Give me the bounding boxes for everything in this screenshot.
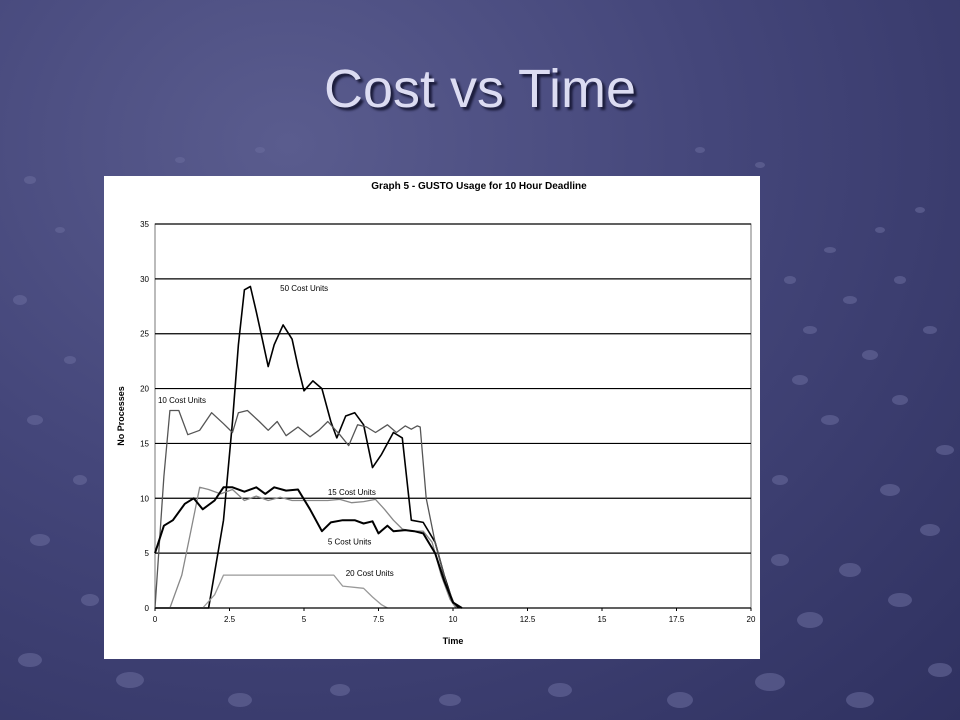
x-tick-label: 2.5 <box>224 615 236 624</box>
y-tick-label: 20 <box>140 385 149 394</box>
slide-title: Cost vs Time <box>323 59 637 119</box>
y-tick-label: 0 <box>145 604 150 613</box>
x-tick-label: 7.5 <box>373 615 385 624</box>
x-tick-label: 0 <box>153 615 158 624</box>
y-tick-label: 30 <box>140 275 149 284</box>
plot-area <box>154 223 752 609</box>
series-annotation-label: 5 Cost Units <box>328 537 372 546</box>
series-line-5-cost-units <box>154 486 463 609</box>
y-tick-label: 10 <box>140 494 149 503</box>
y-tick-label: 25 <box>140 330 149 339</box>
series-line-50-cost-units <box>155 285 460 609</box>
chart-panel: 0 5 10 15 20 25 30 35 0 2.5 5 7.5 10 12.5 15 17.5 20 50 … <box>104 176 760 659</box>
series-annotation-label: 15 Cost Units <box>328 488 376 497</box>
y-tick-label: 5 <box>145 549 150 558</box>
series-annotation-label: 10 Cost Units <box>158 396 206 405</box>
series-line-20-cost-units <box>155 574 388 609</box>
x-tick-label: 20 <box>747 615 756 624</box>
line-chart: 0 5 10 15 20 25 30 35 0 2.5 5 7.5 10 12.5 15 17.5 20 50 … <box>116 181 756 646</box>
y-tick-label: 35 <box>140 220 149 229</box>
y-axis-label: No Processes <box>116 386 126 446</box>
series-line-10-cost-units <box>154 409 457 609</box>
x-tick-label: 15 <box>598 615 607 624</box>
series-annotation-label: 20 Cost Units <box>346 569 394 578</box>
series-annotation-label: 50 Cost Units <box>280 284 328 293</box>
x-tick-label: 17.5 <box>669 615 685 624</box>
x-tick-label: 10 <box>449 615 458 624</box>
x-axis-label: Time <box>443 636 464 646</box>
x-tick-label: 5 <box>302 615 307 624</box>
chart-title: Graph 5 - GUSTO Usage for 10 Hour Deadli… <box>371 181 587 192</box>
y-tick-label: 15 <box>140 439 149 448</box>
x-tick-label: 12.5 <box>520 615 536 624</box>
